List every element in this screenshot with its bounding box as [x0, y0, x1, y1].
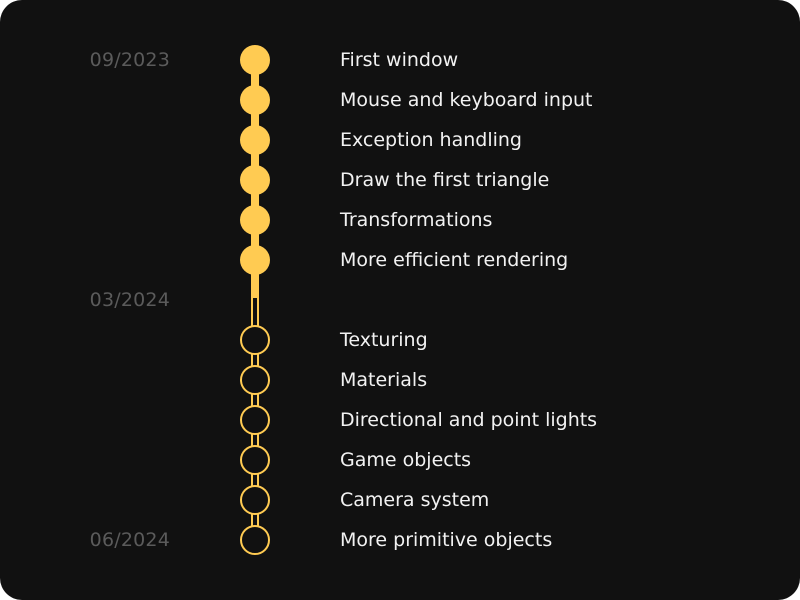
timeline-connector-pending: [251, 298, 259, 340]
milestone-label: Draw the first triangle: [340, 169, 550, 191]
milestone-label: Transformations: [340, 209, 493, 231]
milestone-label: Texturing: [340, 329, 428, 351]
timeline-connector-done: [251, 100, 259, 140]
timeline-connector-done: [251, 180, 259, 220]
date-label-start: 09/2023: [89, 49, 170, 71]
milestone-label: More efficient rendering: [340, 249, 569, 271]
timeline-connector-done: [251, 260, 259, 298]
milestone-node-completed: [240, 165, 270, 195]
milestone-label: Directional and point lights: [340, 409, 598, 431]
milestone-label: First window: [340, 49, 459, 71]
milestone-node-completed: [240, 45, 270, 75]
milestone-node-completed: [240, 205, 270, 235]
date-label-mid: 03/2024: [89, 289, 170, 311]
milestone-label: Materials: [340, 369, 428, 391]
milestone-node-pending: [240, 365, 270, 395]
milestone-node-completed: [240, 85, 270, 115]
milestone-node-pending: [240, 445, 270, 475]
timeline-connector-done: [251, 60, 259, 100]
timeline-connector-pending: [251, 340, 259, 380]
milestone-node-pending: [240, 525, 270, 555]
timeline-connector-pending: [251, 460, 259, 500]
milestone-node-pending: [240, 325, 270, 355]
milestone-node-pending: [240, 485, 270, 515]
milestone-node-completed: [240, 125, 270, 155]
timeline-connector-pending: [251, 500, 259, 540]
milestone-node-completed: [240, 245, 270, 275]
date-label-end: 06/2024: [89, 529, 170, 551]
timeline-connector-pending: [251, 420, 259, 460]
milestone-node-pending: [240, 405, 270, 435]
milestone-label: Camera system: [340, 489, 490, 511]
milestone-label: Mouse and keyboard input: [340, 89, 593, 111]
timeline-connector-done: [251, 140, 259, 180]
milestone-label: Game objects: [340, 449, 472, 471]
milestone-label: Exception handling: [340, 129, 522, 151]
timeline-connector-done: [251, 220, 259, 260]
timeline-connector-pending: [251, 380, 259, 420]
milestone-label: More primitive objects: [340, 529, 553, 551]
